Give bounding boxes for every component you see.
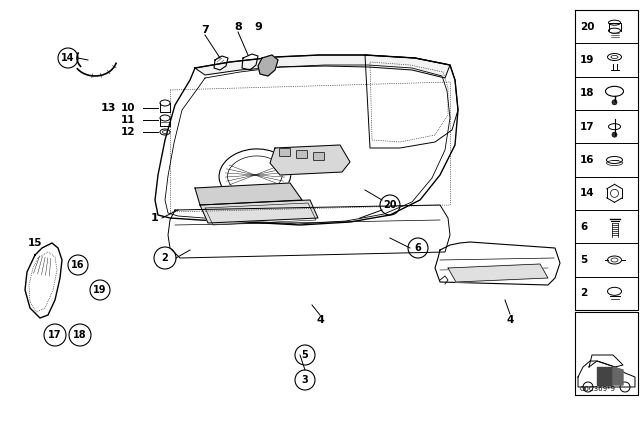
FancyBboxPatch shape — [280, 148, 291, 156]
Text: 14: 14 — [61, 53, 75, 63]
Polygon shape — [613, 367, 623, 385]
Text: 2: 2 — [580, 289, 588, 298]
Text: 11: 11 — [121, 115, 135, 125]
Text: 8: 8 — [234, 22, 242, 32]
Text: 17: 17 — [580, 122, 595, 132]
Text: 20: 20 — [580, 22, 595, 32]
Text: 6: 6 — [580, 222, 588, 232]
Text: 18: 18 — [73, 330, 87, 340]
Text: 9: 9 — [254, 22, 262, 32]
Text: 3: 3 — [301, 375, 308, 385]
Text: 13: 13 — [100, 103, 116, 113]
Text: 15: 15 — [28, 238, 42, 248]
Text: 19: 19 — [93, 285, 107, 295]
Text: 10: 10 — [121, 103, 135, 113]
FancyBboxPatch shape — [296, 151, 307, 159]
Polygon shape — [200, 200, 318, 223]
Polygon shape — [195, 55, 450, 78]
Polygon shape — [258, 55, 278, 76]
Text: 6: 6 — [415, 243, 421, 253]
Text: O0C369*9: O0C369*9 — [580, 386, 616, 392]
Text: 5: 5 — [301, 350, 308, 360]
Polygon shape — [270, 145, 350, 175]
Text: 4: 4 — [316, 315, 324, 325]
Text: 16: 16 — [580, 155, 595, 165]
Text: 5: 5 — [580, 255, 588, 265]
Text: 2: 2 — [162, 253, 168, 263]
Circle shape — [612, 100, 617, 105]
Polygon shape — [448, 264, 548, 282]
Text: 17: 17 — [48, 330, 61, 340]
Text: 16: 16 — [71, 260, 84, 270]
Polygon shape — [195, 183, 302, 205]
Text: 4: 4 — [506, 315, 514, 325]
Text: 18: 18 — [580, 88, 595, 98]
Text: 7: 7 — [201, 25, 209, 35]
Text: 14: 14 — [580, 188, 595, 198]
Text: 20: 20 — [383, 200, 397, 210]
FancyBboxPatch shape — [314, 152, 324, 160]
Text: 1: 1 — [150, 213, 158, 223]
Polygon shape — [597, 367, 612, 385]
Circle shape — [612, 132, 617, 137]
Text: 12: 12 — [121, 127, 135, 137]
Text: 19: 19 — [580, 55, 595, 65]
